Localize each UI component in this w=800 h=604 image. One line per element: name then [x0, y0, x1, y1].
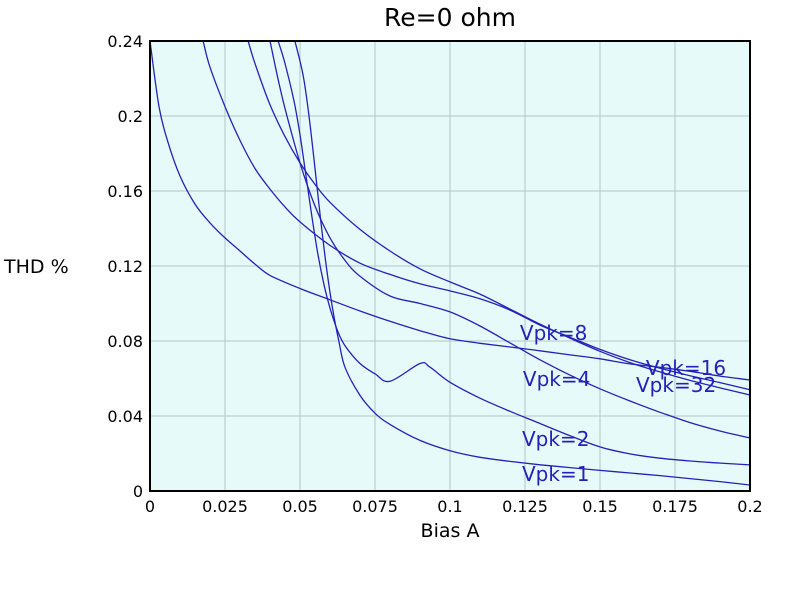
y-tick-label-2: 0.08: [107, 332, 143, 351]
curves: [149, 40, 751, 486]
x-tick-label-4: 0.1: [437, 497, 462, 516]
y-tick-label-6: 0.24: [107, 32, 143, 51]
y-tick-label-0: 0: [133, 482, 143, 501]
chart-title: Re=0 ohm: [384, 3, 516, 32]
curve-vpk-4: [269, 40, 751, 439]
x-tick-label-0: 0: [145, 497, 155, 516]
gridlines: [150, 41, 750, 491]
y-tick-label-5: 0.2: [118, 107, 143, 126]
curve-vpk-1: [294, 40, 751, 486]
x-tick-label-7: 0.175: [652, 497, 698, 516]
x-tick-label-8: 0.2: [737, 497, 762, 516]
x-tick-label-6: 0.15: [582, 497, 618, 516]
x-tick-labels: 0 0.025 0.05 0.075 0.1 0.125 0.15 0.175 0.2: [145, 497, 763, 516]
curve-vpk-32: [247, 40, 751, 396]
y-tick-labels: 0 0.04 0.08 0.12 0.16 0.2 0.24: [107, 32, 143, 501]
x-tick-label-5: 0.125: [502, 497, 548, 516]
x-tick-label-1: 0.025: [202, 497, 248, 516]
curve-label-vpk-4: Vpk=4: [523, 367, 590, 391]
curve-vpk-16: [202, 40, 751, 391]
plot-frame: [149, 40, 751, 492]
curve-vpk-8: [149, 40, 751, 381]
curve-label-vpk-2: Vpk=2: [522, 427, 589, 451]
curve-vpk-2: [277, 40, 751, 466]
curve-label-vpk-8: Vpk=8: [520, 321, 587, 345]
y-tick-label-1: 0.04: [107, 407, 143, 426]
y-tick-label-4: 0.16: [107, 182, 143, 201]
curve-label-vpk-16: Vpk=16: [646, 356, 726, 380]
x-axis-label: Bias A: [421, 520, 480, 542]
x-tick-label-2: 0.05: [282, 497, 318, 516]
curve-label-vpk-1: Vpk=1: [522, 462, 589, 486]
y-tick-label-3: 0.12: [107, 257, 143, 276]
curve-label-vpk-32: Vpk=32: [636, 373, 716, 397]
y-axis-label: THD %: [3, 256, 69, 278]
x-tick-label-3: 0.075: [352, 497, 398, 516]
